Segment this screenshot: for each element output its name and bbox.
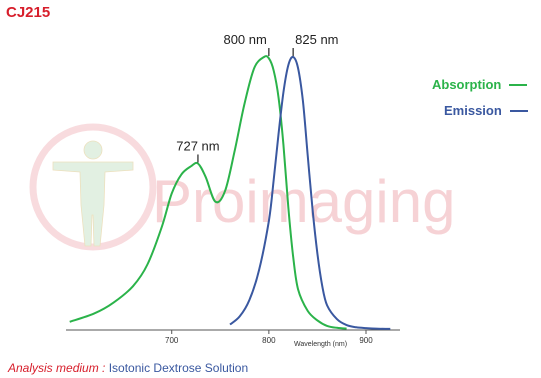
chart-title: CJ215 bbox=[6, 4, 51, 21]
legend-label-absorption: Absorption bbox=[432, 77, 502, 92]
legend-item-emission: Emission bbox=[444, 103, 528, 118]
series-line-emission bbox=[229, 55, 391, 330]
x-tick-label-700: 700 bbox=[165, 336, 179, 345]
watermark-text: Proimaging bbox=[152, 168, 456, 235]
analysis-medium-value: Isotonic Dextrose Solution bbox=[108, 361, 249, 375]
peak-label-825: 825 nm bbox=[295, 32, 338, 47]
watermark-ring bbox=[29, 123, 157, 251]
legend-swatch-emission bbox=[509, 109, 528, 112]
x-axis-label: Wavelength (nm) bbox=[294, 341, 347, 348]
x-tick-label-800: 800 bbox=[262, 336, 276, 345]
analysis-medium: Analysis medium : Isotonic Dextrose Solu… bbox=[8, 361, 248, 375]
legend-item-absorption: Absorption bbox=[432, 77, 528, 92]
x-tick-label-900: 900 bbox=[359, 336, 373, 345]
peak-label-727: 727 nm bbox=[176, 138, 219, 153]
peak-label-800: 800 nm bbox=[223, 32, 266, 47]
analysis-medium-label: Analysis medium : bbox=[8, 361, 106, 375]
legend-swatch-absorption bbox=[509, 83, 528, 86]
legend-label-emission: Emission bbox=[444, 103, 502, 118]
watermark-logo: Proimaging bbox=[29, 123, 456, 251]
watermark-figure-icon bbox=[52, 140, 134, 247]
plot-area: 700 800 900 Wavelength (nm) 727 nm 800 nm 825 … bbox=[66, 32, 400, 348]
series-line-absorption bbox=[69, 55, 347, 330]
